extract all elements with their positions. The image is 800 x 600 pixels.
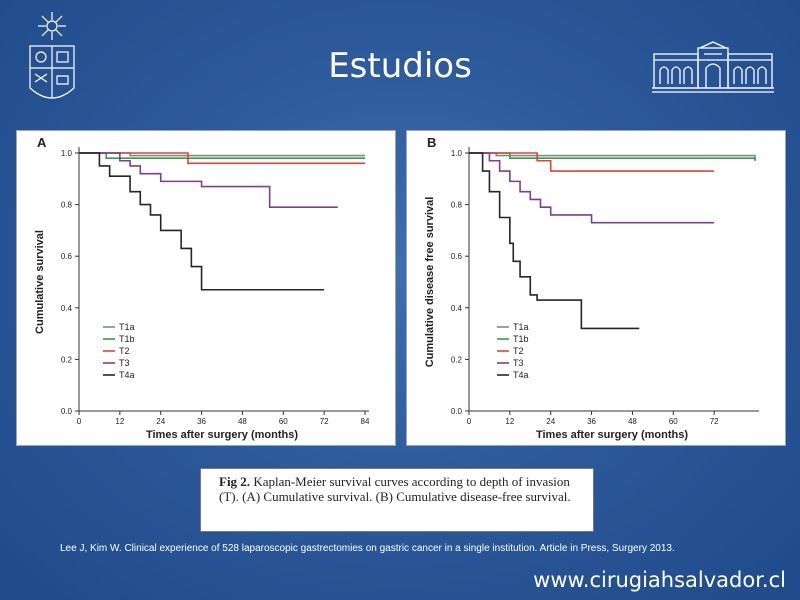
- y-tick-label: 0.0: [61, 407, 73, 416]
- panel-letter: B: [427, 135, 436, 150]
- legend-label: T3: [513, 358, 524, 368]
- legend-label: T1b: [119, 334, 135, 344]
- y-axis-title: Cumulative survival: [34, 230, 46, 334]
- x-tick-label: 12: [505, 417, 514, 426]
- x-tick-label: 60: [279, 417, 288, 426]
- x-tick-label: 72: [320, 417, 329, 426]
- y-tick-label: 0.6: [61, 252, 73, 261]
- km-curve-t1b: [469, 152, 756, 161]
- y-axis-title: Cumulative disease free survival: [424, 197, 436, 368]
- figure-caption: Fig 2. Kaplan-Meier survival curves acco…: [200, 468, 594, 532]
- y-tick-label: 0.0: [451, 407, 463, 416]
- hospital-building-logo: [652, 41, 774, 93]
- panel-letter: A: [37, 135, 47, 150]
- y-tick-label: 1.0: [451, 149, 463, 158]
- caption-text: Kaplan-Meier survival curves according t…: [219, 474, 571, 504]
- x-tick-label: 24: [546, 417, 555, 426]
- legend-label: T3: [119, 358, 130, 368]
- caption-fig-label: Fig 2.: [219, 474, 251, 489]
- km-curve-t1a: [469, 152, 756, 161]
- x-tick-label: 0: [467, 417, 472, 426]
- chart-panel-a: A 0.0 0.2 0.4 0.6 0.8 1.0 0 12 24 36 48 60 72 84 Times …: [16, 130, 396, 446]
- y-tick-label: 0.8: [451, 201, 463, 210]
- legend-label: T1b: [513, 334, 529, 344]
- km-curve-t2: [469, 152, 715, 172]
- x-tick-label: 36: [197, 417, 206, 426]
- x-tick-label: 36: [587, 417, 596, 426]
- y-tick-label: 0.2: [61, 355, 73, 364]
- x-tick-label: 60: [669, 417, 678, 426]
- legend-label: T1a: [119, 322, 135, 332]
- km-curve-t3: [469, 152, 715, 224]
- y-tick-label: 0.2: [451, 355, 463, 364]
- x-tick-label: 48: [628, 417, 637, 426]
- x-tick-label: 48: [238, 417, 247, 426]
- x-axis-title: Times after surgery (months): [146, 429, 298, 441]
- y-tick-label: 0.4: [61, 304, 73, 313]
- legend-label: T2: [119, 346, 130, 356]
- university-crest-logo: [29, 12, 75, 99]
- slide-title: Estudios: [328, 46, 472, 86]
- legend-label: T1a: [513, 322, 529, 332]
- x-tick-label: 72: [710, 417, 719, 426]
- chart-panel-b: B 0.0 0.2 0.4 0.6 0.8 1.0 0 12 24 36 48 60 72 Times af…: [406, 130, 786, 446]
- km-chart-svg: A 0.0 0.2 0.4 0.6 0.8 1.0 0 12 24 36 48 60 72 84 Times …: [34, 135, 370, 441]
- x-tick-label: 0: [77, 417, 82, 426]
- x-tick-label: 84: [361, 417, 370, 426]
- website-url[interactable]: www.cirugiahsalvador.cl: [533, 568, 786, 592]
- x-tick-label: 24: [156, 417, 165, 426]
- legend-label: T4a: [513, 370, 529, 380]
- y-tick-label: 0.4: [451, 304, 463, 313]
- legend-label: T2: [513, 346, 524, 356]
- y-tick-label: 1.0: [61, 149, 73, 158]
- x-axis-title: Times after surgery (months): [536, 429, 688, 441]
- km-curve-t2: [79, 152, 365, 165]
- y-tick-label: 0.8: [61, 201, 73, 210]
- x-tick-label: 12: [115, 417, 124, 426]
- km-curve-t3: [79, 152, 338, 208]
- legend-label: T4a: [119, 370, 135, 380]
- km-curve-t4a: [79, 152, 325, 291]
- km-chart-svg: B 0.0 0.2 0.4 0.6 0.8 1.0 0 12 24 36 48 60 72 Times af…: [424, 135, 759, 441]
- km-curve-t4a: [469, 152, 640, 330]
- reference-citation: Lee J, Kim W. Clinical experience of 528…: [60, 543, 675, 554]
- y-tick-label: 0.6: [451, 252, 463, 261]
